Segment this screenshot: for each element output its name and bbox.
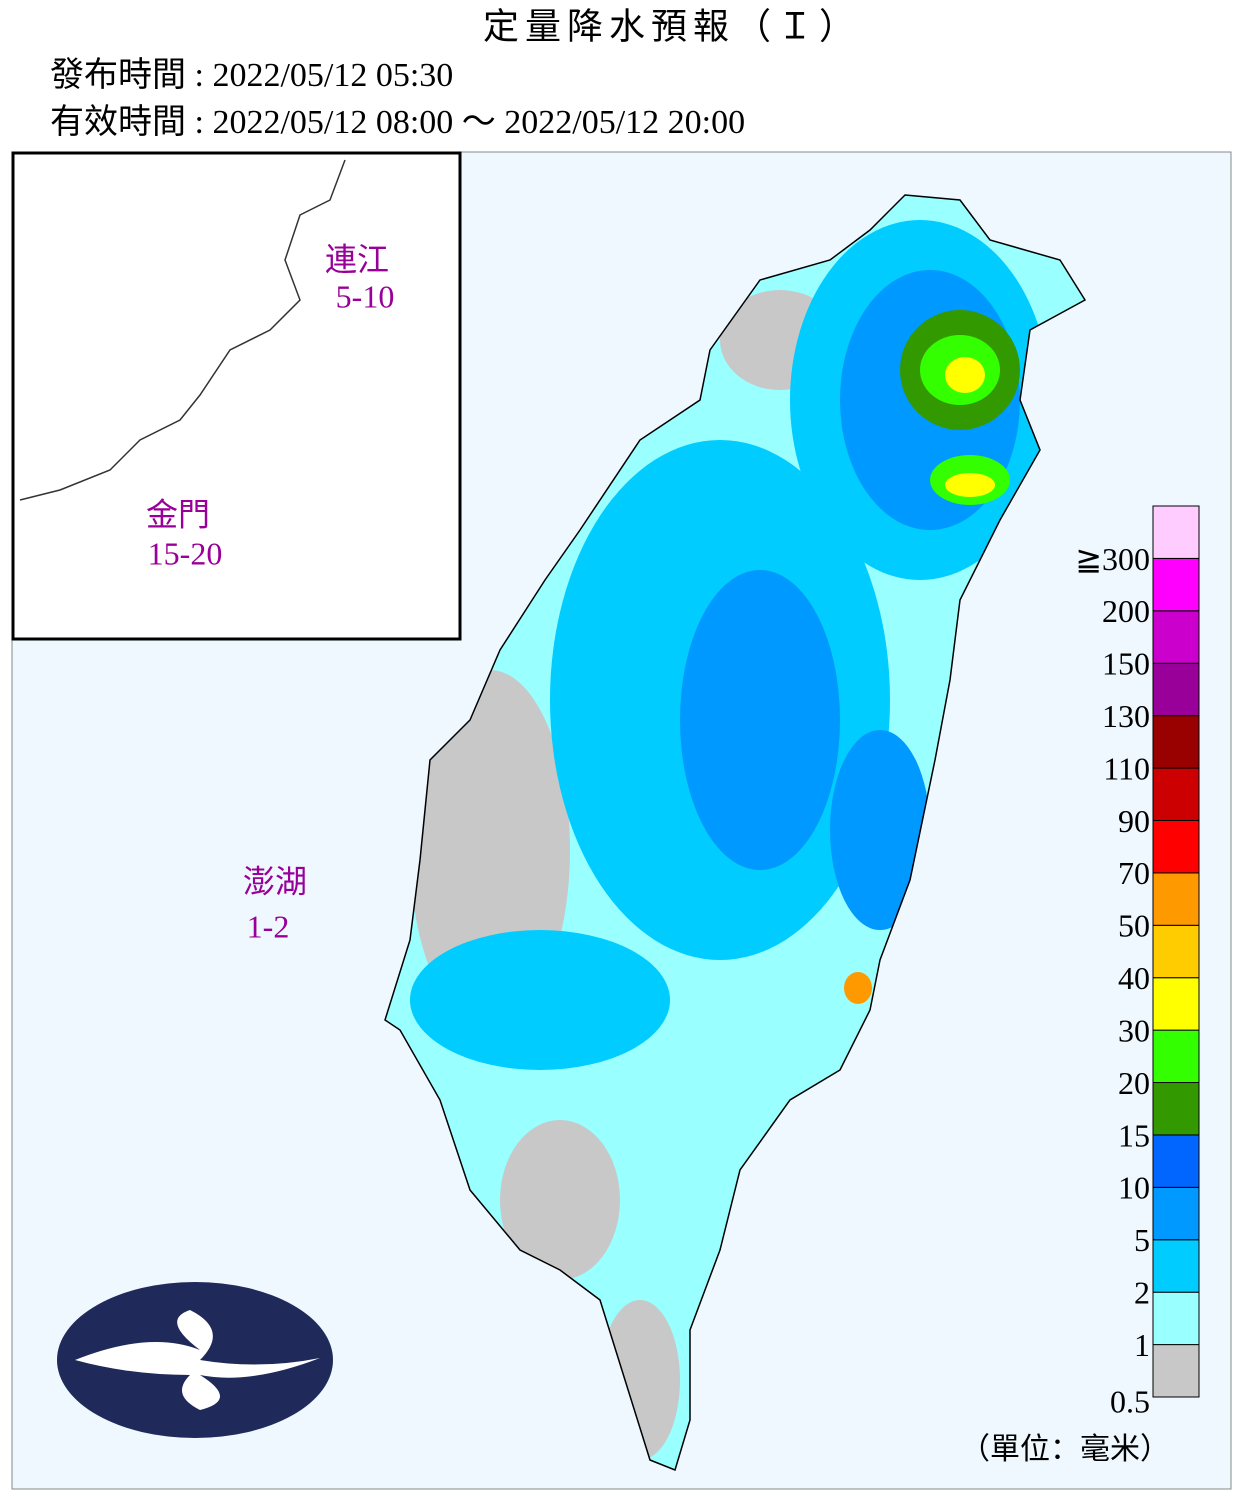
legend-label: 200 <box>1102 593 1150 629</box>
valid-time: 有效時間 : 2022/05/12 08:00 ～ 2022/05/12 20:… <box>50 103 745 141</box>
legend-swatch <box>1152 872 1200 926</box>
legend-swatch <box>1152 610 1200 664</box>
legend-label: 0.5 <box>1110 1383 1150 1419</box>
logo <box>57 1282 333 1438</box>
island-name: 連江 <box>325 241 389 277</box>
legend-swatch <box>1152 1344 1200 1398</box>
legend-swatch <box>1152 1029 1200 1084</box>
island-range: 15-20 <box>148 535 223 571</box>
island-range: 5-10 <box>336 278 395 314</box>
issued-time: 發布時間 : 2022/05/12 05:30 <box>50 56 453 94</box>
legend-label: 70 <box>1118 855 1150 891</box>
legend-swatch <box>1152 1186 1200 1241</box>
legend-swatch <box>1152 505 1200 559</box>
legend-label: 30 <box>1118 1012 1150 1048</box>
legend-swatch <box>1152 819 1200 874</box>
legend-swatch <box>1152 1239 1200 1293</box>
legend-label: 130 <box>1102 698 1150 734</box>
legend-label: 40 <box>1118 960 1150 996</box>
legend-swatch <box>1152 1134 1200 1188</box>
legend-label: 5 <box>1134 1222 1150 1258</box>
island-name: 金門 <box>146 496 210 532</box>
inset-frame <box>11 151 462 641</box>
legend-swatch <box>1152 557 1200 612</box>
island-name: 澎湖 <box>243 863 307 899</box>
legend-swatch <box>1152 715 1200 769</box>
legend-label: 150 <box>1102 646 1150 682</box>
legend-swatch <box>1152 1291 1200 1346</box>
legend-label: 2 <box>1134 1275 1150 1311</box>
legend-label: 50 <box>1118 908 1150 944</box>
legend-swatch <box>1152 662 1200 717</box>
title: 定量降水預報（Ｉ） <box>483 6 861 46</box>
legend-label: ≧300 <box>1075 541 1150 577</box>
island-range: 1-2 <box>247 908 290 944</box>
legend: 0.5 1 2 5 10 15 20 30 40 50 70 90 110 130 150 200 ≧300 <box>1075 505 1200 1419</box>
legend-label: 20 <box>1118 1065 1150 1101</box>
taiwan <box>384 194 1086 1471</box>
legend-label: 1 <box>1134 1327 1150 1363</box>
legend-label: 10 <box>1118 1170 1150 1206</box>
legend-swatch <box>1152 977 1200 1031</box>
unit-label: （單位：毫米） <box>960 1433 1170 1466</box>
legend-label: 90 <box>1118 803 1150 839</box>
legend-label: 15 <box>1118 1117 1150 1153</box>
inset-coastline <box>19 159 346 501</box>
legend-swatch <box>1152 924 1200 979</box>
legend-swatch <box>1152 1082 1200 1136</box>
legend-swatch <box>1152 767 1200 821</box>
legend-label: 110 <box>1103 750 1150 786</box>
